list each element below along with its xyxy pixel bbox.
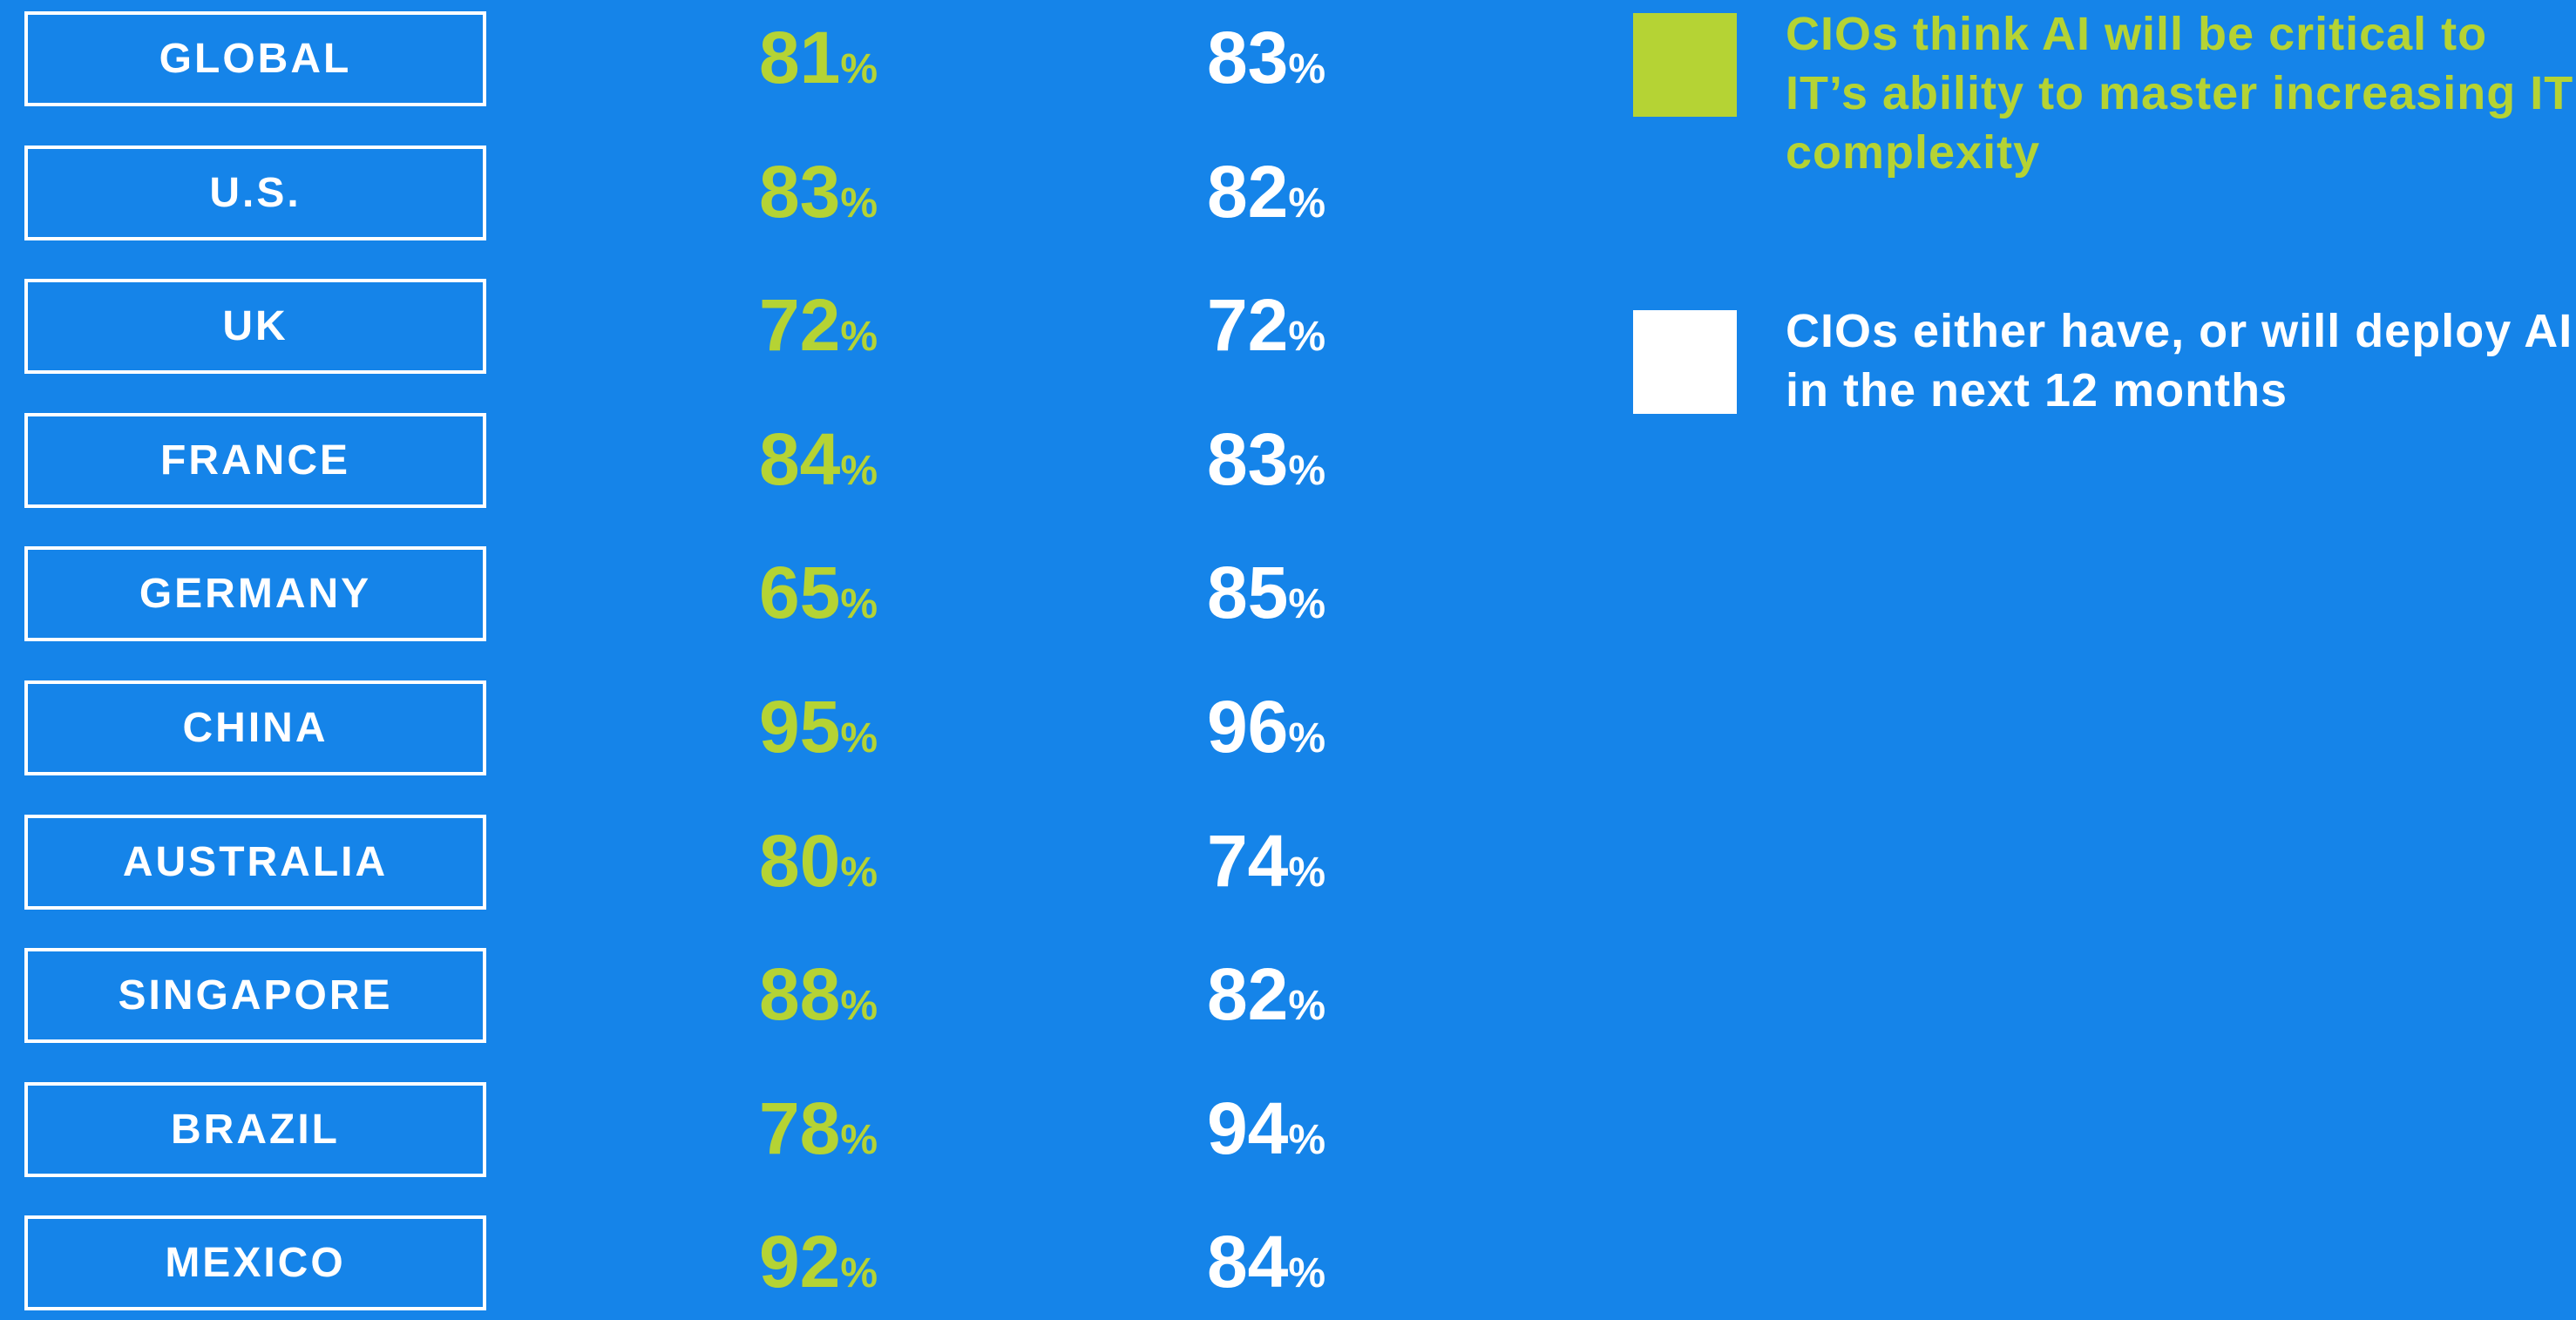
value-number: 65 (758, 552, 841, 634)
percent-value: 84% (688, 413, 949, 518)
legend-label: CIOs think AI will be critical to IT’s a… (1786, 8, 2574, 179)
percent-value: 81% (688, 11, 949, 116)
value-number: 83 (1206, 17, 1289, 98)
legend-label: CIOs either have, or will deploy AI in t… (1786, 305, 2573, 416)
percent-value: 72% (688, 279, 949, 383)
legend-swatch (1633, 310, 1737, 414)
percent-value: 83% (688, 146, 949, 250)
country-label: GERMANY (24, 546, 486, 642)
value-unit: % (1288, 1116, 1326, 1163)
percent-value: 92% (688, 1215, 949, 1320)
value-unit: % (840, 849, 878, 896)
value-number: 80 (758, 819, 841, 902)
value-unit: % (840, 447, 878, 494)
value-number: 82 (1206, 150, 1289, 233)
value-number: 94 (1206, 1086, 1289, 1169)
percent-value: 88% (688, 948, 949, 1053)
value-unit: % (1288, 715, 1326, 762)
percent-value: 84% (1135, 1215, 1397, 1320)
legend-swatch (1633, 13, 1737, 117)
value-number: 78 (758, 1086, 841, 1169)
value-number: 88 (758, 953, 841, 1036)
percent-value: 78% (688, 1082, 949, 1187)
value-number: 72 (758, 284, 841, 367)
value-number: 84 (1206, 1221, 1289, 1303)
country-label: CHINA (24, 680, 486, 775)
percent-value: 94% (1135, 1082, 1397, 1187)
value-unit: % (840, 715, 878, 762)
value-unit: % (1288, 849, 1326, 896)
percent-value: 72% (1135, 279, 1397, 383)
value-unit: % (1288, 447, 1326, 494)
value-number: 72 (1206, 284, 1289, 367)
value-unit: % (1288, 983, 1326, 1030)
percent-value: 96% (1135, 680, 1397, 785)
value-number: 83 (1206, 417, 1289, 500)
value-number: 82 (1206, 953, 1289, 1036)
value-number: 85 (1206, 552, 1289, 634)
value-number: 83 (758, 150, 841, 233)
country-label: AUSTRALIA (24, 814, 486, 910)
percent-value: 80% (688, 815, 949, 919)
value-unit: % (1288, 1250, 1326, 1297)
percent-value: 65% (688, 546, 949, 651)
value-unit: % (840, 179, 878, 227)
country-label: SINGAPORE (24, 948, 486, 1044)
percent-value: 85% (1135, 546, 1397, 651)
value-unit: % (1288, 46, 1326, 92)
percent-value: 74% (1135, 815, 1397, 919)
value-number: 96 (1206, 686, 1289, 768)
country-label: GLOBAL (24, 11, 486, 106)
percent-value: 82% (1135, 146, 1397, 250)
value-unit: % (1288, 581, 1326, 628)
percent-value: 83% (1135, 413, 1397, 518)
country-label: UK (24, 279, 486, 375)
value-unit: % (840, 314, 878, 361)
value-unit: % (840, 1116, 878, 1163)
percent-value: 95% (688, 680, 949, 785)
country-label: MEXICO (24, 1215, 486, 1311)
value-number: 84 (758, 417, 841, 500)
value-unit: % (1288, 314, 1326, 361)
country-label: FRANCE (24, 412, 486, 508)
value-number: 95 (758, 686, 841, 768)
value-number: 74 (1206, 819, 1289, 902)
percent-value: 83% (1135, 11, 1397, 116)
value-unit: % (840, 983, 878, 1030)
value-unit: % (840, 581, 878, 628)
value-unit: % (840, 46, 878, 92)
value-unit: % (1288, 179, 1326, 227)
country-label: BRAZIL (24, 1081, 486, 1177)
percent-value: 82% (1135, 948, 1397, 1053)
value-number: 81 (758, 17, 841, 98)
country-label: U.S. (24, 145, 486, 240)
value-number: 92 (758, 1221, 841, 1303)
value-unit: % (840, 1250, 878, 1297)
